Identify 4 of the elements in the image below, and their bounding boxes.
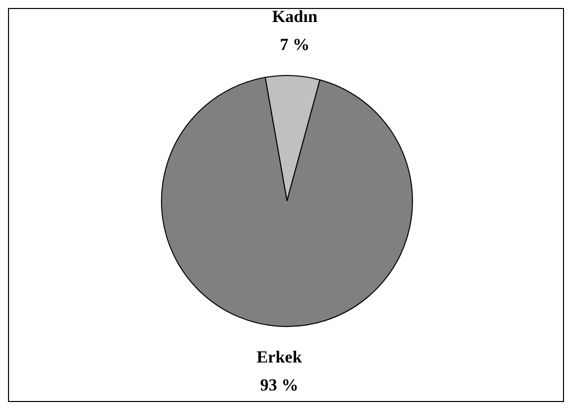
slice-label: Erkek [256, 348, 302, 367]
data-label: 93 % [260, 376, 298, 395]
data-label: 7 % [280, 35, 310, 54]
slice-label: Kadın [272, 7, 318, 26]
